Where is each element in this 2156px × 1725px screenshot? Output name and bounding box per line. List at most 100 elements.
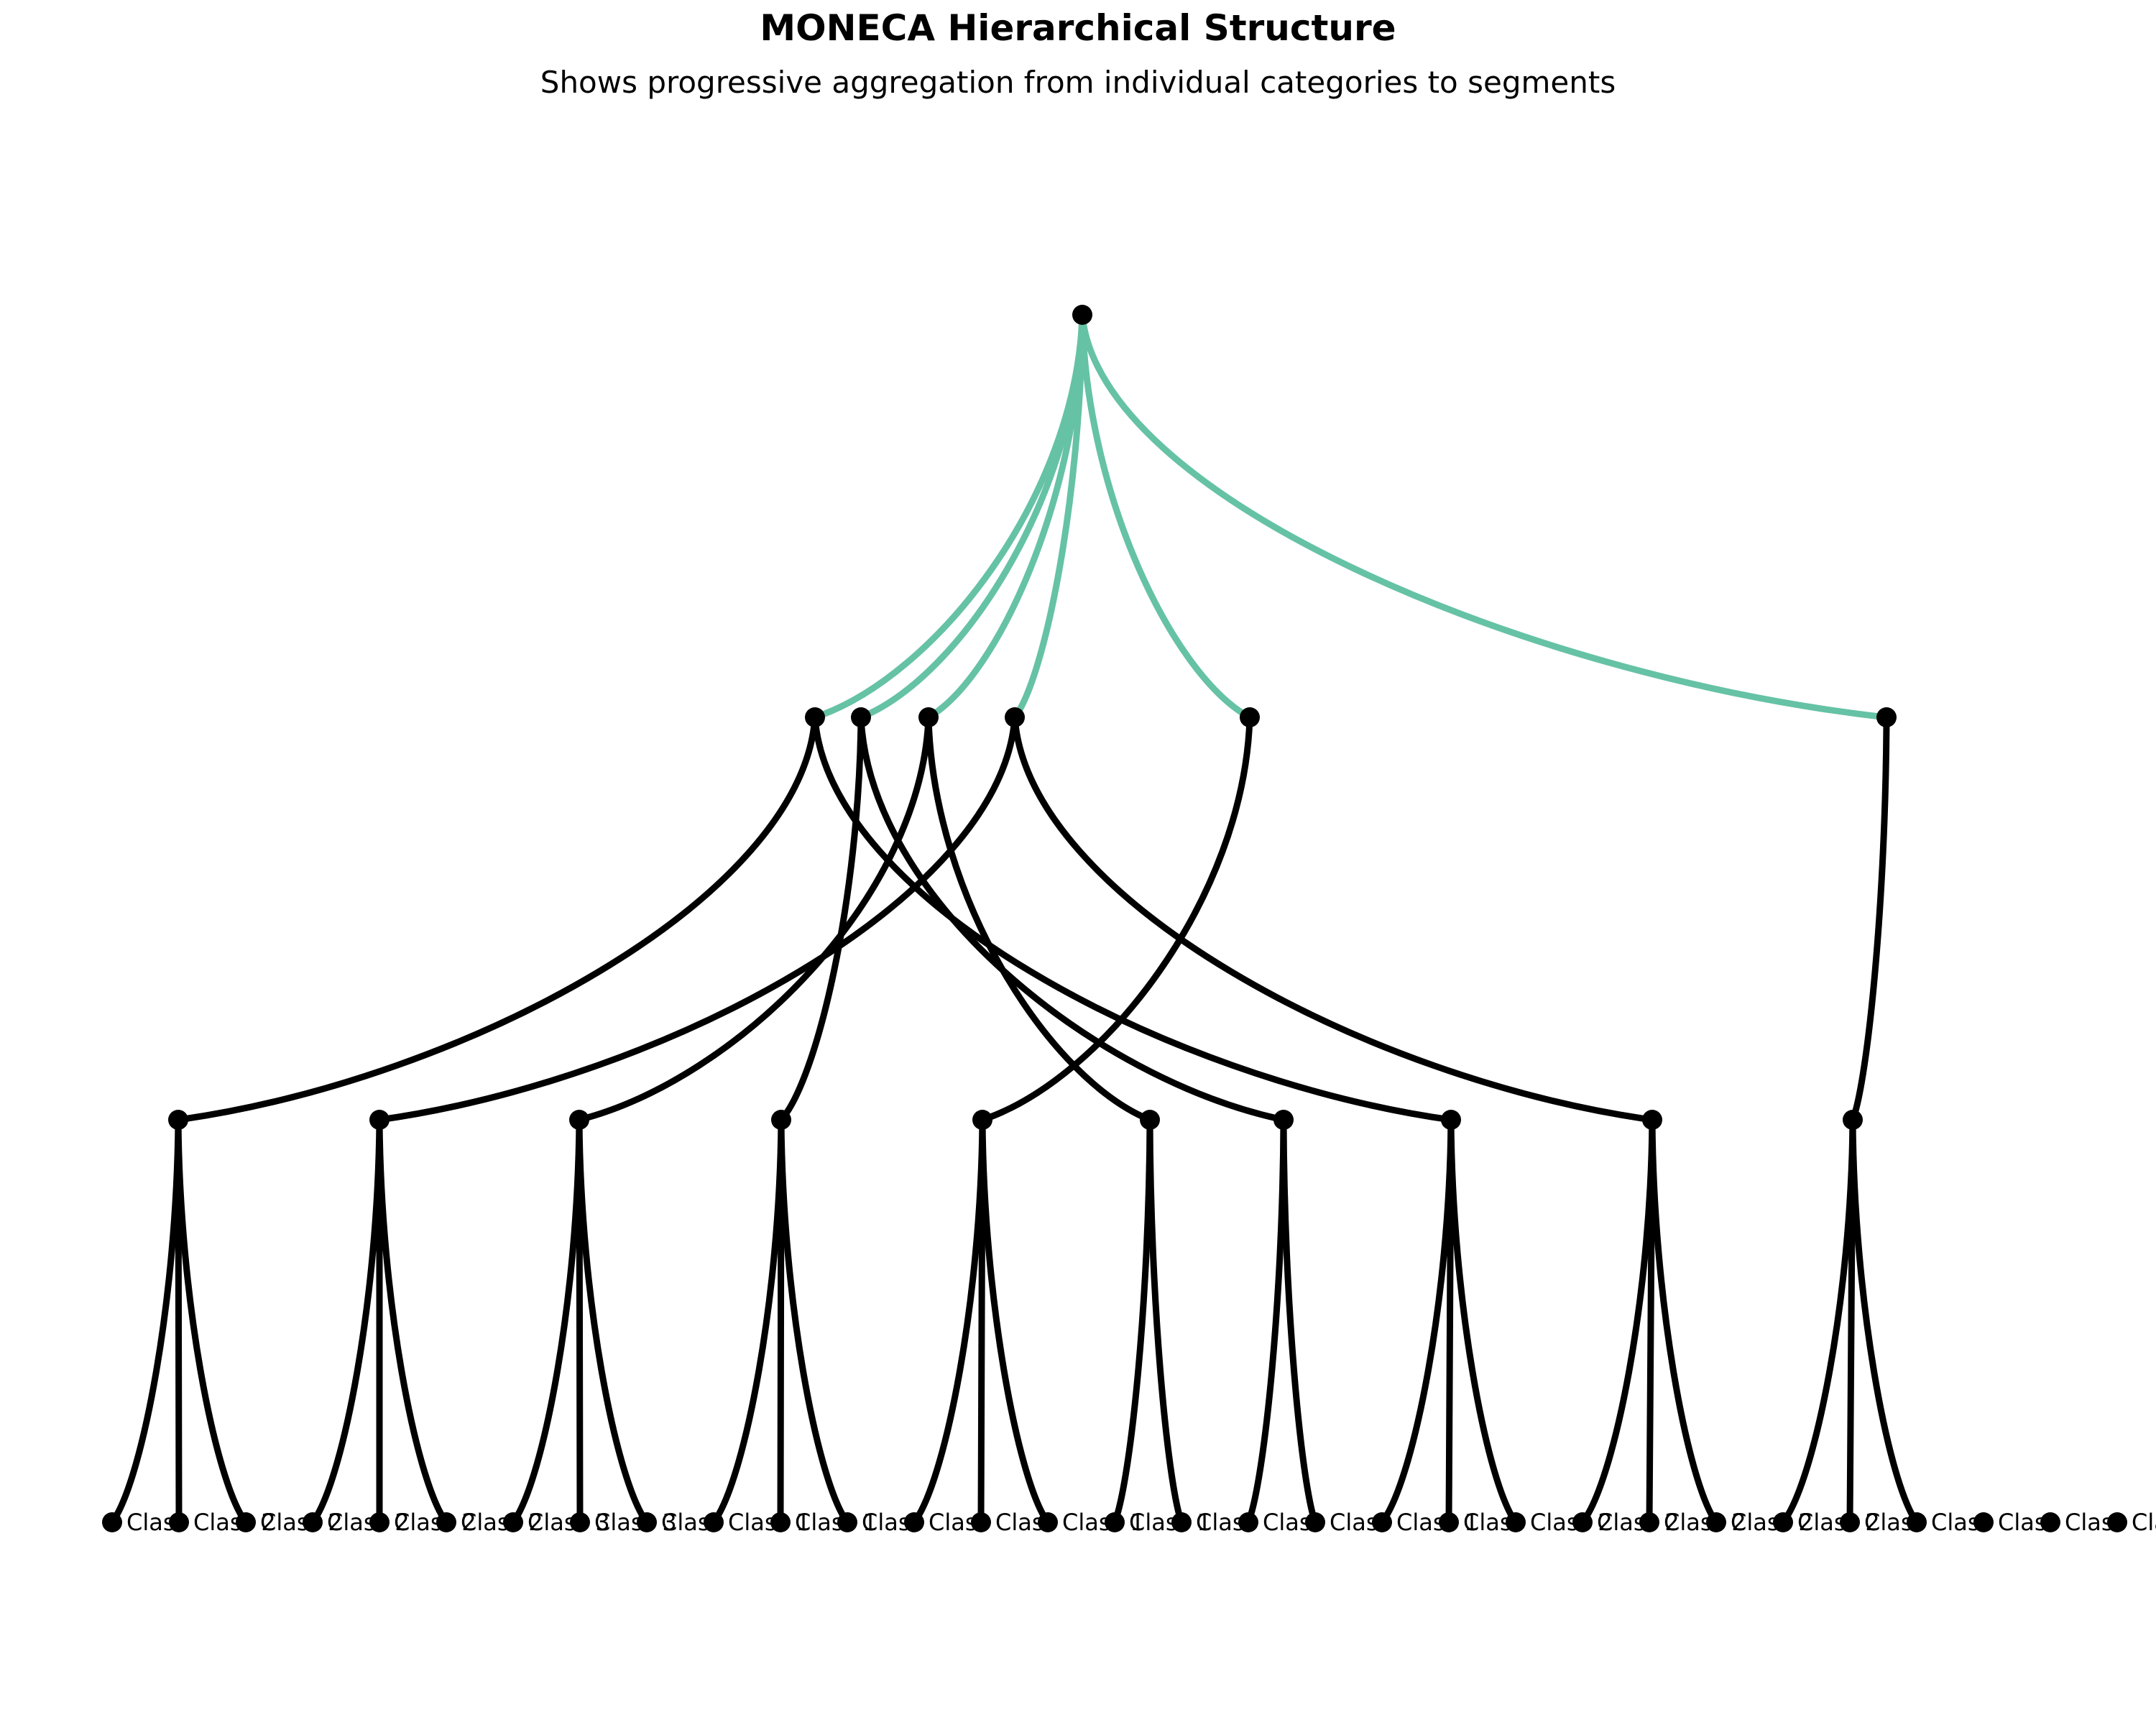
level3-node [1441,1110,1461,1130]
root-edge [1079,311,1253,721]
leaf-edge [309,1116,383,1526]
leaf-label: Class [661,1509,722,1536]
diagram-subtitle: Shows progressive aggregation from indiv… [540,65,1616,100]
leaf-label: Class [1196,1509,1256,1536]
leaf-node [904,1512,924,1532]
level3-node [972,1110,992,1130]
leaf-label: Class 2 [394,1509,476,1536]
level3-node [569,1110,589,1130]
leaf-edge [710,1116,785,1526]
leaf-node [770,1512,791,1532]
level2-node [851,707,871,727]
leaf-edge [175,1116,249,1526]
level3-node [1843,1110,1863,1130]
leaf-label: Class 3 [528,1509,610,1536]
level3-node [771,1110,791,1130]
leaf-node [637,1512,657,1532]
level2-node [1005,707,1025,727]
leaf-edge [1111,1116,1153,1526]
leaf-label: Class 1 [1129,1509,1212,1536]
leaf-node [303,1512,323,1532]
leaf-node [1171,1512,1192,1532]
leaf-label: Class 1 [2132,1509,2156,1536]
leaf-edge [1579,1116,1656,1526]
leaf-node [1372,1512,1392,1532]
leaf-edge [510,1116,583,1526]
segment-edge [857,714,1287,1123]
leaf-node [1439,1512,1459,1532]
leaf-label: Class [995,1509,1056,1536]
leaf-node [2040,1512,2060,1532]
leaf-node [1305,1512,1325,1532]
segment-edge [778,714,865,1123]
level2-node [805,707,825,727]
level3-node [1273,1110,1294,1130]
root-edge [925,311,1086,721]
leaf-label: Class 1 [1062,1509,1145,1536]
segment-edge [175,714,819,1123]
leaf-edge [109,1116,182,1526]
leaf-label: Class [126,1509,187,1536]
leaf-node [1639,1512,1659,1532]
leaf-label: Class 1 [728,1509,811,1536]
leaf-label: Class 3 [594,1509,677,1536]
leaf-edge [1447,1116,1519,1526]
segment-edge [1849,714,1890,1123]
leaf-edge [979,1116,1051,1526]
leaf-label: Class [1931,1509,1991,1536]
leaf-node [503,1512,523,1532]
leaf-edge [1378,1116,1455,1526]
leaf-label: Class 2 [327,1509,410,1536]
leaf-label: Class [1998,1509,2058,1536]
edge-layer [109,311,1920,1526]
leaf-node [1907,1512,1927,1532]
leaf-node [971,1512,991,1532]
leaf-node [837,1512,857,1532]
leaf-node [169,1512,189,1532]
leaf-node [102,1512,122,1532]
leaf-node [704,1512,724,1532]
leaf-edge [1849,1116,1920,1526]
leaf-label: Class 2 [1597,1509,1680,1536]
leaf-node [436,1512,456,1532]
segment-edge [576,714,932,1123]
leaf-node [1706,1512,1726,1532]
leaf-edge [576,1116,650,1526]
leaf-label: Class 1 [1396,1509,1479,1536]
leaf-edge [1245,1116,1287,1526]
leaf-edge [1146,1116,1185,1526]
leaf-node [1506,1512,1526,1532]
root-edge [1011,311,1086,721]
segment-edge [811,714,1455,1123]
leaf-node [1840,1512,1860,1532]
leaf-label: Class 2 [1731,1509,1813,1536]
leaf-label: Class 2 [260,1509,343,1536]
leaf-node [1038,1512,1058,1532]
leaf-edge [376,1116,450,1526]
leaf-label: Class [1463,1509,1524,1536]
leaf-node [1572,1512,1593,1532]
leaf-edge [1649,1116,1720,1526]
leaf-edge [911,1116,986,1526]
leaf-node [236,1512,256,1532]
level3-node [168,1110,188,1130]
leaf-node [1973,1512,1994,1532]
leaf-label: Class [862,1509,922,1536]
leaf-label: Class [1263,1509,1323,1536]
leaf-label: Class 2 [461,1509,543,1536]
root-node [1072,305,1092,325]
segment-edge [376,714,1018,1123]
leaf-label: Class 2 [1664,1509,1746,1536]
leaf-label: Class [929,1509,989,1536]
segment-edge [1011,714,1656,1123]
leaf-label: Class 2 [1797,1509,1880,1536]
level2-node [918,707,939,727]
leaf-label: Class [2065,1509,2125,1536]
level2-node [1876,707,1897,727]
level2-node [1240,707,1260,727]
leaf-label: Class [1330,1509,1390,1536]
segment-edge [979,714,1253,1123]
leaf-node [2107,1512,2127,1532]
